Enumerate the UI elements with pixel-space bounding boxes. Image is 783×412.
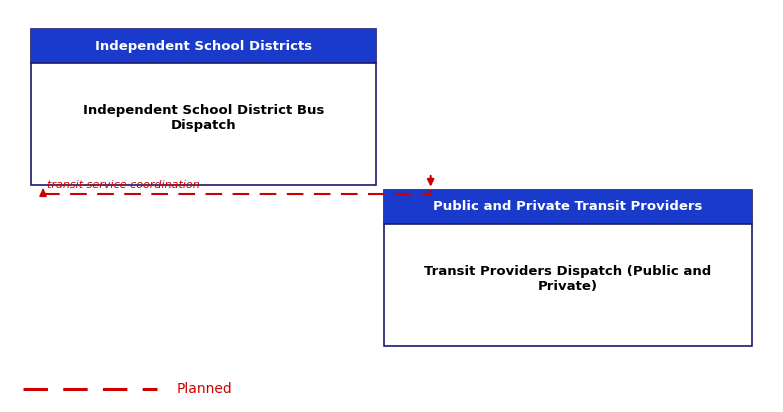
Text: Public and Private Transit Providers: Public and Private Transit Providers <box>433 200 702 213</box>
Text: transit service coordination: transit service coordination <box>47 180 200 190</box>
Text: Transit Providers Dispatch (Public and
Private): Transit Providers Dispatch (Public and P… <box>424 265 711 293</box>
Text: Independent School Districts: Independent School Districts <box>95 40 312 53</box>
Bar <box>31 29 376 63</box>
Bar <box>31 29 376 185</box>
Bar <box>384 190 752 224</box>
Text: Independent School District Bus
Dispatch: Independent School District Bus Dispatch <box>83 104 324 132</box>
Bar <box>384 190 752 346</box>
Text: Planned: Planned <box>176 382 232 396</box>
